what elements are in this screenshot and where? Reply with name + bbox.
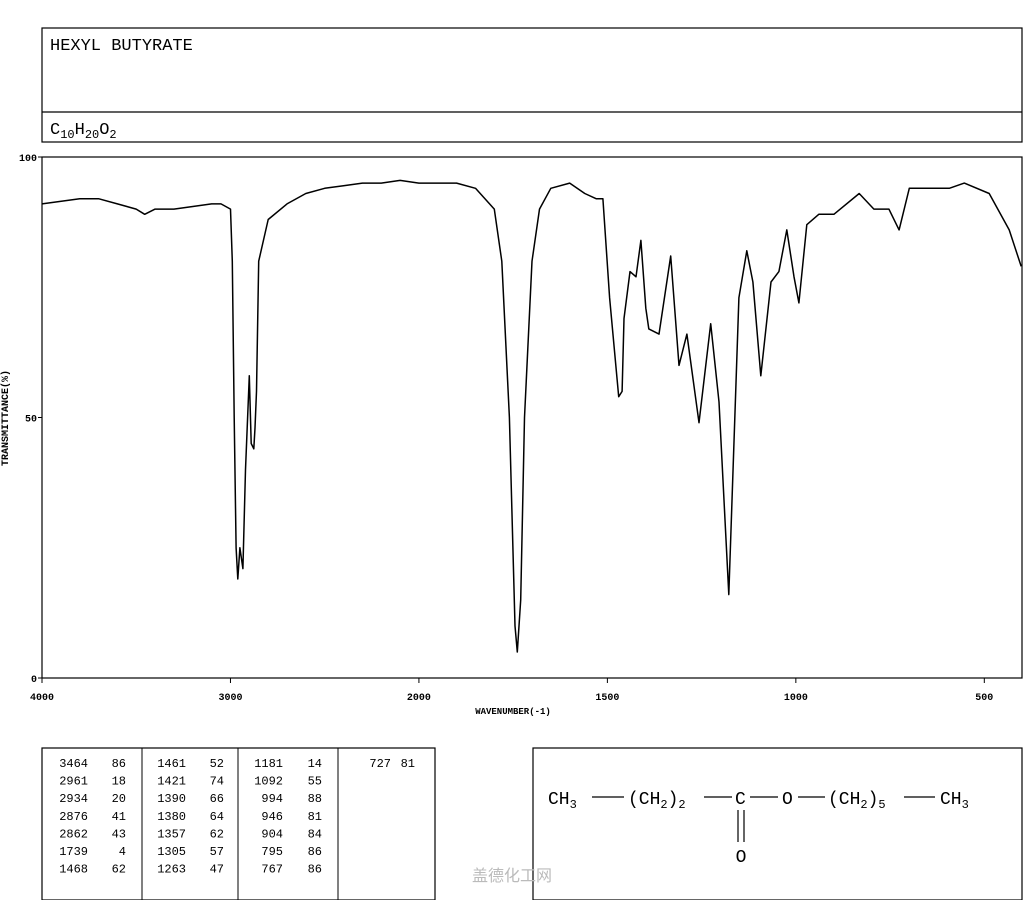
atom-text: ) [868,790,879,810]
formula: C10H20O2 [50,121,117,142]
peak-transmittance: 62 [210,827,224,841]
plot-frame [41,156,1023,679]
x-tick-label: 1500 [595,693,619,704]
peak-transmittance: 55 [308,775,322,789]
peak-transmittance: 81 [401,757,415,771]
peak-wavenumber: 946 [261,810,283,824]
structure-group: (CH2)2 [628,790,686,812]
peak-wavenumber: 1390 [157,792,186,806]
atom-text: O [99,121,109,140]
peak-wavenumber: 2862 [59,827,88,841]
peak-transmittance: 18 [112,775,126,789]
y-tick-label: 0 [31,675,37,686]
structure-group: C [735,790,746,810]
y-tick-label: 50 [25,415,37,426]
peak-wavenumber: 2876 [59,810,88,824]
peak-transmittance: 66 [210,792,224,806]
peak-wavenumber: 994 [261,792,283,806]
spectrum-line [41,179,1022,653]
watermark: 盖德化工网 [472,866,552,885]
x-axis-label: WAVENUMBER(-1) [475,707,551,717]
peak-wavenumber: 1181 [254,757,283,771]
peak-transmittance: 14 [308,757,322,771]
peak-transmittance: 84 [308,827,322,841]
peak-wavenumber: 2934 [59,792,88,806]
peak-transmittance: 74 [210,775,224,789]
y-axis-label: TRANSMITTANCE(%) [0,370,12,466]
peak-transmittance: 41 [112,810,126,824]
peak-transmittance: 4 [119,845,126,859]
subscript: 3 [962,798,969,812]
subscript: 3 [570,798,577,812]
atom-text: (CH [628,790,660,810]
peak-wavenumber: 1092 [254,775,283,789]
peak-wavenumber: 1380 [157,810,186,824]
peak-wavenumber: 1739 [59,845,88,859]
atom-text: ) [668,790,679,810]
peak-transmittance: 52 [210,757,224,771]
peak-transmittance: 57 [210,845,224,859]
peak-wavenumber: 727 [369,757,391,771]
atom-text: CH [940,790,962,810]
peak-transmittance: 81 [308,810,322,824]
y-tick-label: 100 [19,154,37,165]
peak-wavenumber: 1263 [157,863,186,877]
peak-transmittance: 88 [308,792,322,806]
x-tick-label: 2000 [407,693,431,704]
peak-transmittance: 62 [112,863,126,877]
carbonyl-oxygen: O [736,848,747,868]
peak-wavenumber: 1461 [157,757,186,771]
x-tick-label: 1000 [784,693,808,704]
subscript: 2 [678,798,685,812]
peak-wavenumber: 1421 [157,775,186,789]
peak-wavenumber: 904 [261,827,283,841]
peak-transmittance: 86 [308,845,322,859]
peak-transmittance: 47 [210,863,224,877]
header-box [41,27,1023,143]
structure-group: (CH2)5 [828,790,886,812]
peak-transmittance: 86 [308,863,322,877]
subscript: 2 [109,128,116,142]
bonds [592,796,935,842]
subscript: 20 [85,128,99,142]
peak-wavenumber: 1305 [157,845,186,859]
subscript: 5 [878,798,885,812]
atom-text: C [50,121,60,140]
peak-transmittance: 86 [112,757,126,771]
subscript: 10 [60,128,74,142]
atom-text: C [735,790,746,810]
structure-group: CH3 [548,790,577,812]
atom-text: H [75,121,85,140]
peak-wavenumber: 795 [261,845,283,859]
peak-transmittance: 64 [210,810,224,824]
peak-wavenumber: 1357 [157,827,186,841]
chart-title: HEXYL BUTYRATE [50,37,193,56]
atom-text: CH [548,790,570,810]
x-tick-label: 4000 [30,693,54,704]
peak-transmittance: 20 [112,792,126,806]
x-tick-label: 500 [975,693,993,704]
subscript: 2 [660,798,667,812]
peak-wavenumber: 2961 [59,775,88,789]
peak-wavenumber: 1468 [59,863,88,877]
atom-text: O [782,790,793,810]
structure-group: CH3 [940,790,969,812]
atom-text: (CH [828,790,860,810]
structure-box [532,747,1023,900]
peak-wavenumber: 767 [261,863,283,877]
peak-wavenumber: 3464 [59,757,88,771]
x-tick-label: 3000 [218,693,242,704]
structure-group: O [782,790,793,810]
peak-transmittance: 43 [112,827,126,841]
subscript: 2 [860,798,867,812]
